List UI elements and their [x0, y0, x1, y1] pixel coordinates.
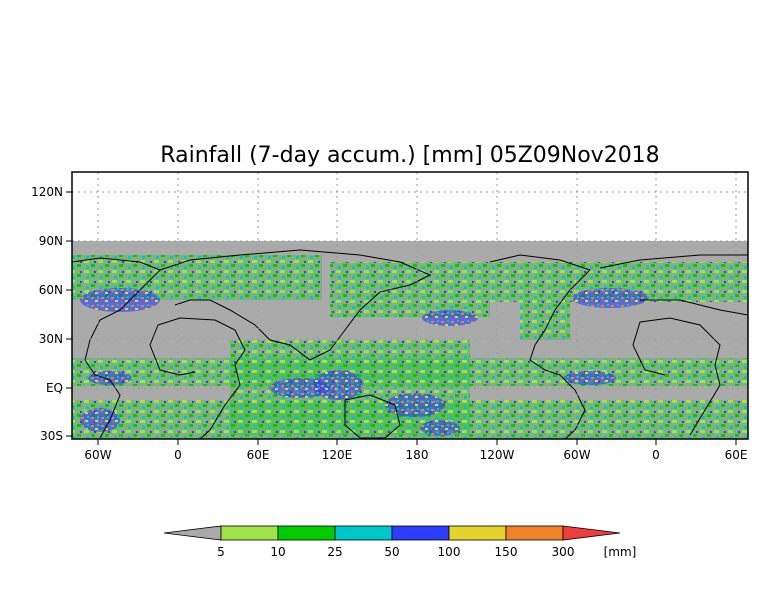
x-tick-label-0-2: 0: [652, 448, 660, 462]
plot-frame: [71, 171, 749, 440]
x-tick-label-60w-2: 60W: [563, 448, 590, 462]
colorbar-swatch-25-50: [334, 525, 393, 541]
heavy-rain-gulf-stream: [80, 288, 160, 312]
heavy-rain-nw-pacific: [422, 310, 478, 326]
colorbar-label-300: 300: [552, 545, 575, 559]
colorbar-swatch-100-150: [448, 525, 507, 541]
colorbar-swatch-50-100: [391, 525, 450, 541]
x-tick-label-120e: 120E: [322, 448, 353, 462]
heavy-rain-amazon: [80, 408, 120, 432]
colorbar-label-25: 25: [327, 545, 342, 559]
y-tick-label-120n: 120N: [31, 185, 63, 199]
x-tick-label-0: 0: [174, 448, 182, 462]
y-axis: 120N 90N 60N 30N EQ 30S: [31, 185, 72, 443]
colorbar-swatch-10-25: [277, 525, 336, 541]
colorbar-swatch-150-300: [505, 525, 564, 541]
rain-band-east-us: [520, 300, 570, 340]
heavy-rain-south-pacific: [420, 420, 460, 436]
colorbar-label-100: 100: [438, 545, 461, 559]
grid-lines: [72, 172, 748, 439]
heavy-rain-maritime-continent: [313, 370, 363, 400]
x-axis: 60W 0 60E 120E 180 120W 60W 0 60E: [84, 439, 747, 462]
coastline-eurasia: [159, 249, 432, 361]
colorbar-unit: [mm]: [604, 545, 637, 559]
colorbar-swatch-below-5: [163, 525, 222, 541]
heavy-rain-atlantic-itcz: [564, 371, 616, 385]
colorbar-swatch-5-10: [220, 525, 279, 541]
heavy-rain-nw-europe: [572, 288, 648, 308]
y-tick-label-30n: 30N: [39, 332, 63, 346]
x-tick-label-120w: 120W: [480, 448, 515, 462]
coastline-africa: [149, 317, 246, 439]
coastline-africa-east: [632, 317, 721, 436]
heavy-rain-spcz: [385, 393, 445, 417]
y-tick-label-60n: 60N: [39, 283, 63, 297]
x-tick-label-60e-2: 60E: [725, 448, 748, 462]
colorbar-label-150: 150: [495, 545, 518, 559]
map-title: Rainfall (7-day accum.) [mm] 05Z09Nov201…: [160, 143, 659, 168]
y-tick-label-30s: 30S: [40, 429, 63, 443]
coastline-north-america-west: [72, 257, 161, 439]
coastlines: [72, 249, 748, 439]
y-tick-label-eq: EQ: [46, 381, 63, 395]
colorbar-label-10: 10: [270, 545, 285, 559]
x-tick-label-60w: 60W: [84, 448, 111, 462]
colorbar: 5 10 25 50 100 150 300 [mm]: [163, 525, 637, 559]
coastline-europe-east: [599, 254, 748, 316]
coastline-australia: [344, 394, 401, 439]
map-field: [72, 241, 748, 439]
x-tick-label-60e: 60E: [247, 448, 270, 462]
rainfall-bands: [72, 255, 748, 439]
colorbar-label-5: 5: [217, 545, 225, 559]
x-tick-label-180: 180: [406, 448, 429, 462]
heavy-rain-west-atlantic: [88, 371, 132, 385]
colorbar-label-50: 50: [384, 545, 399, 559]
colorbar-swatch-above-300: [562, 525, 621, 541]
y-tick-label-90n: 90N: [39, 234, 63, 248]
coastline-north-america-east: [489, 254, 591, 439]
